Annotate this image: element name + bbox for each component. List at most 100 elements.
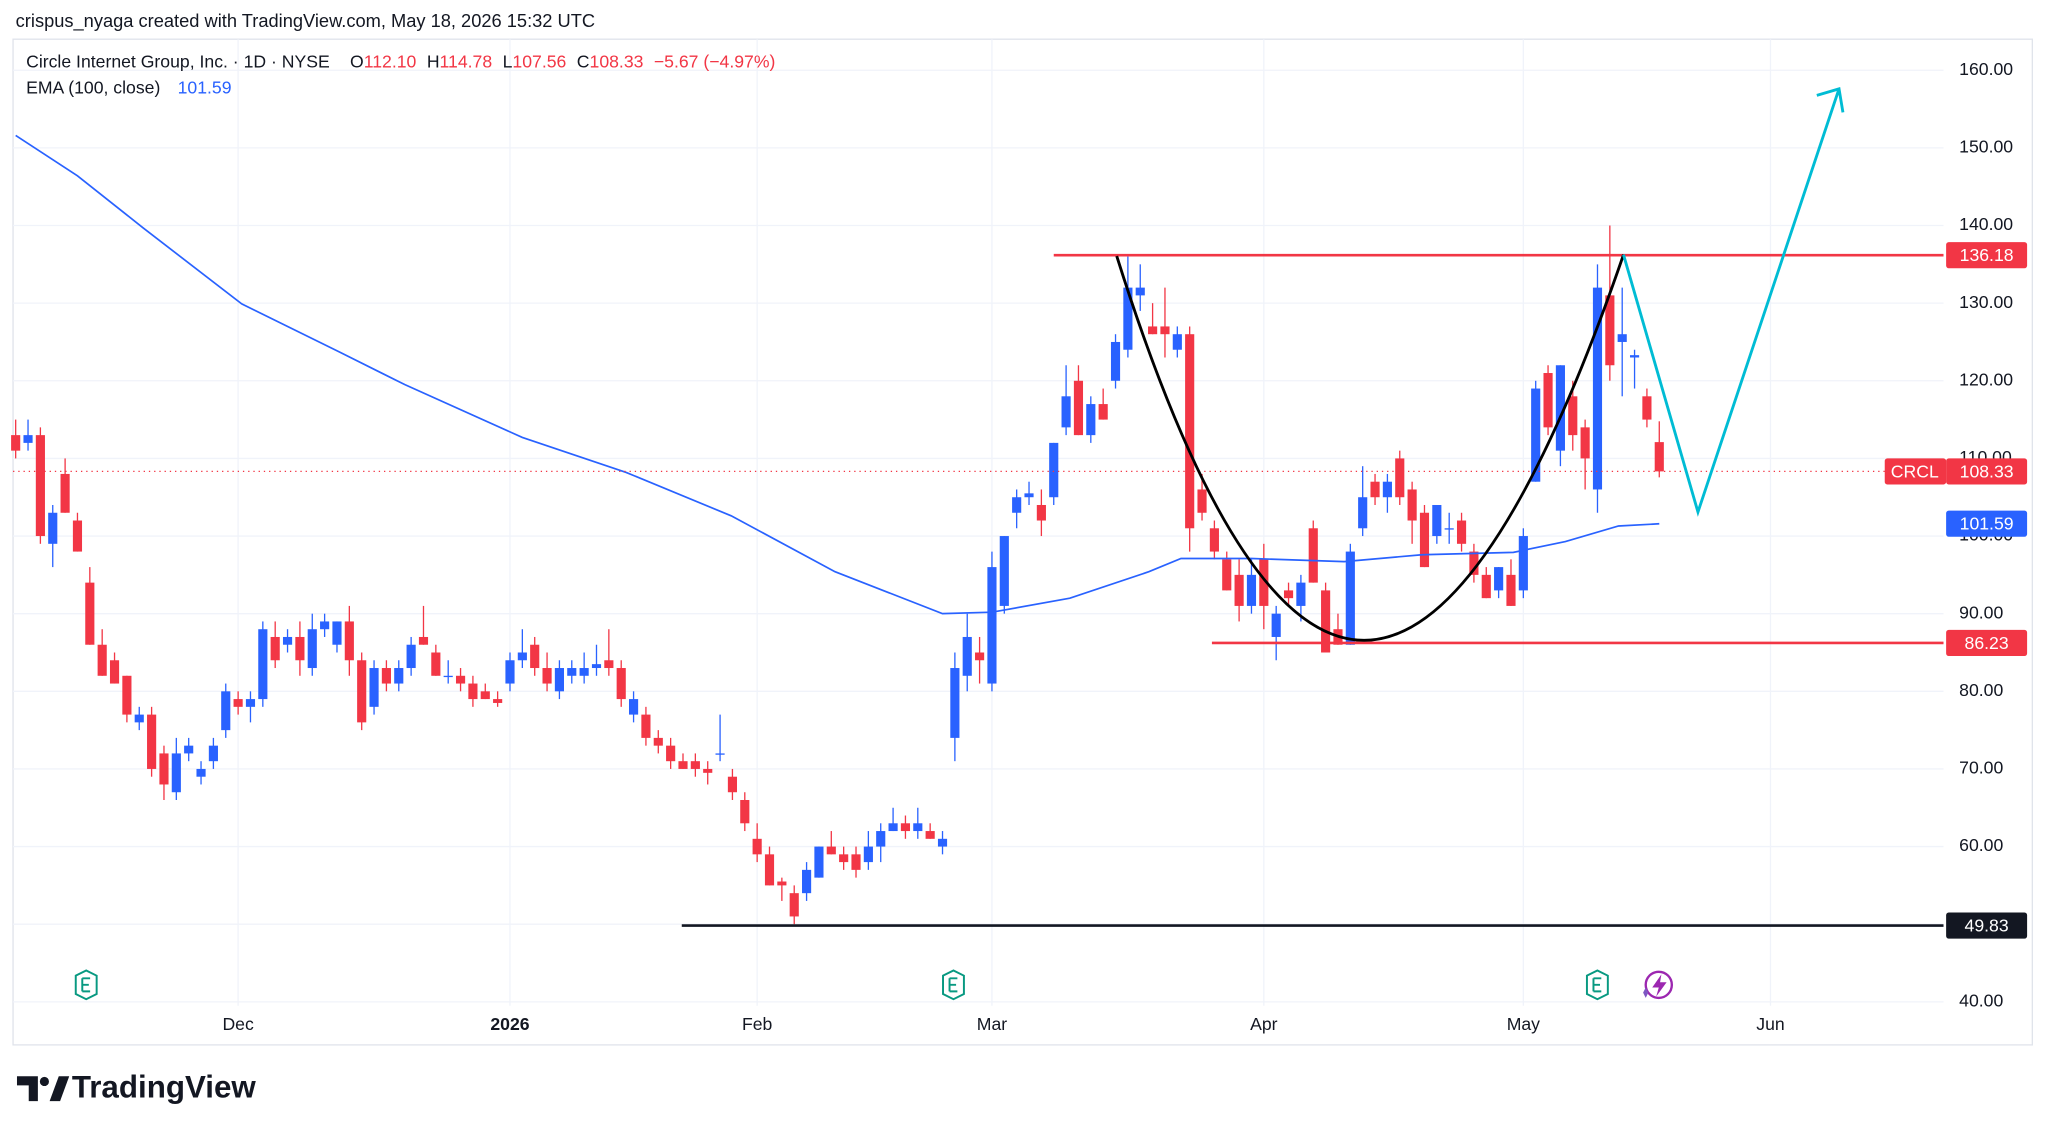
event-icon[interactable] [1643,970,1674,1000]
candle-body [888,823,898,832]
earnings-icon[interactable] [942,969,965,1001]
candle-body [851,854,861,870]
cup-drawing [1115,254,1625,642]
candle-body [641,714,651,738]
candle-body [1135,287,1145,296]
candle-body [814,846,824,878]
candle-body [233,699,243,707]
candle-body [678,761,688,769]
y-tick-label: 80.00 [1959,680,2003,700]
candle-body [1456,520,1467,544]
price-badge-label: 108.33 [1960,461,2014,481]
candle-body [60,473,70,513]
candle-body [369,668,379,707]
candle-body [270,636,280,661]
grid [13,39,1944,1006]
candle-body [1259,559,1269,606]
candle-body [245,699,256,707]
ohlc-name: H [427,51,440,71]
candle-body [579,668,589,676]
y-tick-label: 120.00 [1959,369,2013,389]
candle-body [567,668,577,676]
candle-body [1419,512,1430,568]
candle-body [1197,489,1207,513]
candle-body [604,660,614,669]
candle-body [159,753,169,785]
arrow-head [1816,86,1845,113]
candle-body [468,683,478,700]
candle-body [777,881,787,886]
candle-body [1234,574,1244,606]
y-tick-label: 40.00 [1959,991,2003,1011]
candle-body [703,768,713,773]
candle-body [1568,396,1578,436]
ohlc-value: 114.78 [440,51,493,71]
candle-body [332,621,342,645]
y-tick-label: 160.00 [1959,59,2013,79]
level-badge-label: 136.18 [1960,245,2014,265]
level-badge [1946,912,2028,939]
candle-body [764,854,775,886]
candle-body [109,660,120,684]
level-badge-label: 49.83 [1965,915,2009,935]
ohlc-value: 107.56 [512,51,566,71]
y-tick-label: 150.00 [1959,137,2013,157]
ohlc-name: O [350,51,364,71]
candle-body [1605,295,1615,366]
ohlc-name: C [577,51,590,71]
logo: TradingView [16,1070,257,1105]
marks [11,134,1944,927]
candle-body [1073,380,1084,436]
brand: TradingView [72,1070,257,1105]
x-tick-label: Feb [742,1014,773,1034]
y-tick-label: 60.00 [1959,835,2003,855]
candle-body [184,745,194,754]
candle-body [740,799,750,824]
candle-body [1531,388,1541,482]
symbol-badge [1884,458,1947,485]
candle-body [1283,590,1294,599]
candle-body [1321,590,1331,653]
candle-body [134,714,144,723]
legend: Circle Internet Group, Inc. · 1D · NYSE … [26,51,775,97]
candle-body [1494,567,1504,591]
x-tick-label: Apr [1250,1014,1278,1034]
candle-body [987,567,997,684]
earnings-icon[interactable] [74,969,98,1001]
candle-body [1061,396,1071,428]
candle-body [258,629,268,700]
candle-body [1024,493,1034,498]
candle-body [394,668,404,684]
candle-body [666,745,676,762]
candle-body [999,536,1009,606]
earnings-icon[interactable] [1585,969,1609,1001]
ema-badge-label: 101.59 [1960,514,2014,534]
candle-body [1580,427,1590,459]
x-tick-label: Mar [977,1014,1007,1034]
candle-body [1209,528,1219,552]
candle-body [221,691,231,731]
change-label: −5.67 (−4.97%) [654,51,776,71]
candle-body [1395,458,1405,498]
y-tick-label: 130.00 [1959,292,2013,312]
candle-body [1407,489,1417,521]
candle-body [727,776,738,793]
candle-body [1358,497,1368,529]
ema-line [15,134,1660,615]
candle-body [480,691,490,700]
candle-body [950,668,960,738]
ohlc-name: L [503,51,513,71]
candle-body [1098,404,1108,420]
candle-body [381,668,391,684]
price-badge [1946,458,2028,485]
frame [12,38,2033,1046]
candle-body [1592,287,1603,490]
legend-ema-name: EMA (100, close) [26,77,160,97]
level-badge-label: 86.23 [1965,633,2009,653]
candle-body [591,664,602,669]
x-tick-label: 2026 [490,1014,529,1034]
candle-body [1086,404,1096,436]
candle-body [1296,582,1306,606]
candle-body [1543,373,1553,428]
